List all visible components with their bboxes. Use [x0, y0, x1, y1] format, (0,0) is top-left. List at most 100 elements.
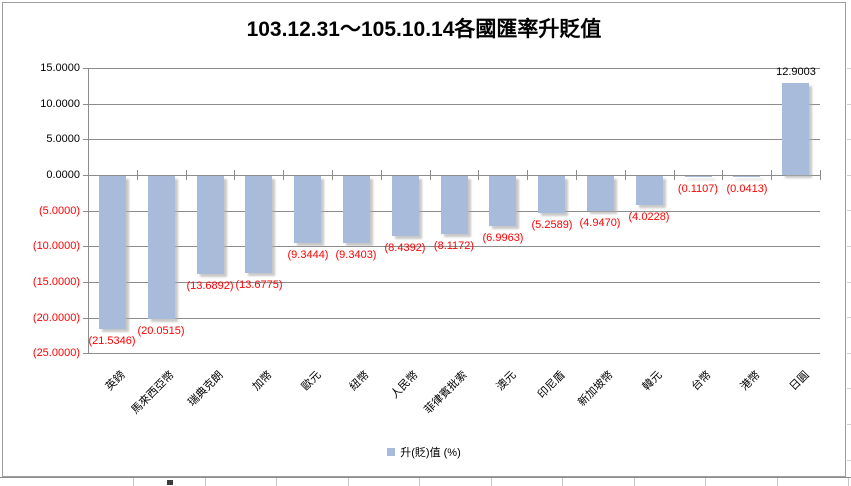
worksheet-row-border: [847, 353, 851, 354]
data-label-港幣: (0.0413): [726, 183, 768, 195]
bar-菲律賓批索[interactable]: [441, 176, 468, 234]
category-axis-tick: [625, 170, 626, 180]
y-axis-tick-label: (20.0000): [32, 312, 80, 324]
y-axis-tick-label: (15.0000): [32, 276, 80, 288]
bar-新加坡幣[interactable]: [587, 176, 614, 211]
value-axis-tick: [83, 353, 88, 354]
category-axis-tick: [430, 170, 431, 180]
x-axis-label-日圓: 日圓: [787, 369, 812, 394]
data-label-台幣: (0.1107): [677, 183, 719, 195]
y-axis-tick-label: 0.0000: [46, 169, 80, 181]
bar-瑞典克朗[interactable]: [197, 176, 224, 274]
category-axis-tick: [332, 170, 333, 180]
category-axis-tick: [137, 170, 138, 180]
x-axis-label-韓元: 韓元: [640, 369, 665, 394]
x-axis-label-英鎊: 英鎊: [103, 369, 129, 394]
value-axis-tick: [83, 246, 88, 247]
worksheet-row-border: [847, 460, 851, 461]
category-axis-tick: [722, 170, 723, 180]
worksheet-row-border: [847, 317, 851, 318]
x-axis-label-瑞典克朗: 瑞典克朗: [186, 369, 226, 409]
gridline: [88, 104, 820, 105]
bar-英鎊[interactable]: [99, 176, 126, 329]
worksheet-row-border: [847, 104, 851, 105]
data-label-人民幣: (8.4392): [384, 242, 426, 254]
worksheet-row-border: [847, 282, 851, 283]
category-axis-tick: [186, 170, 187, 180]
value-axis-tick: [83, 104, 88, 105]
worksheet-row-border: [847, 388, 851, 389]
y-axis-tick-label: 5.0000: [46, 133, 80, 145]
worksheet-column-border: [848, 478, 849, 486]
worksheet-column-border: [562, 478, 563, 486]
category-axis-tick: [234, 170, 235, 180]
worksheet-column-border: [133, 478, 134, 486]
gridline: [88, 139, 820, 140]
worksheet-column-border: [348, 478, 349, 486]
value-axis-tick: [83, 139, 88, 140]
bar-港幣[interactable]: [733, 176, 760, 177]
gridline: [88, 353, 820, 354]
data-label-新加坡幣: (4.9470): [579, 217, 621, 229]
bar-印尼盾[interactable]: [538, 176, 565, 213]
data-label-英鎊: (21.5346): [88, 335, 136, 347]
bar-人民幣[interactable]: [392, 176, 419, 236]
data-label-紐幣: (9.3403): [335, 249, 377, 261]
chart-legend: 升(貶)值 (%): [3, 444, 845, 460]
worksheet-column-border: [205, 478, 206, 486]
data-label-菲律賓批索: (8.1172): [433, 240, 475, 252]
worksheet-row-border: [847, 68, 851, 69]
data-label-加幣: (13.6775): [235, 279, 283, 291]
x-axis-label-台幣: 台幣: [689, 369, 714, 394]
x-axis-label-澳元: 澳元: [494, 369, 519, 394]
data-label-印尼盾: (5.2589): [531, 219, 573, 231]
bar-紐幣[interactable]: [343, 176, 370, 243]
exchange-rate-bar-chart[interactable]: 103.12.31～105.10.14各國匯率升貶值 15.0000 10.000…: [2, 2, 846, 477]
legend-label: 升(貶)值 (%): [400, 447, 461, 459]
x-axis-label-馬來西亞幣: 馬來西亞幣: [129, 369, 177, 417]
category-axis-tick: [771, 170, 772, 180]
worksheet-gridline: [0, 477, 851, 478]
gridline: [88, 318, 820, 319]
worksheet-row-border: [847, 424, 851, 425]
worksheet-row-border: [847, 210, 851, 211]
worksheet-row-border: [847, 175, 851, 176]
value-axis-tick: [83, 318, 88, 319]
value-axis-tick: [83, 211, 88, 212]
bar-韓元[interactable]: [636, 176, 663, 205]
chart-selection-handle[interactable]: [167, 480, 173, 485]
gridline: [88, 282, 820, 283]
value-axis-tick: [83, 68, 88, 69]
category-axis-tick: [527, 170, 528, 180]
bar-加幣[interactable]: [245, 176, 272, 273]
worksheet-column-border: [419, 478, 420, 486]
y-axis-tick-label: (25.0000): [32, 347, 80, 359]
data-label-瑞典克朗: (13.6892): [186, 280, 234, 292]
bar-歐元[interactable]: [294, 176, 321, 243]
gridline: [88, 175, 820, 176]
y-axis-tick-label: (10.0000): [32, 240, 80, 252]
category-axis-tick: [283, 170, 284, 180]
category-axis-tick: [674, 170, 675, 180]
bar-馬來西亞幣[interactable]: [148, 176, 175, 319]
category-axis-tick: [88, 170, 89, 180]
bar-台幣[interactable]: [685, 176, 712, 177]
value-axis-tick: [83, 175, 88, 176]
x-axis-label-印尼盾: 印尼盾: [535, 369, 568, 401]
chart-title: 103.12.31～105.10.14各國匯率升貶值: [246, 18, 602, 41]
bar-澳元[interactable]: [489, 176, 516, 226]
worksheet-row-border: [847, 139, 851, 140]
worksheet-column-border: [705, 478, 706, 486]
category-axis-tick: [478, 170, 479, 180]
category-axis-tick: [381, 170, 382, 180]
y-axis-tick-label: 10.0000: [40, 98, 80, 110]
x-axis-label-歐元: 歐元: [299, 369, 324, 394]
legend-swatch-icon: [387, 448, 396, 456]
x-axis-label-人民幣: 人民幣: [388, 369, 421, 401]
worksheet-column-border: [634, 478, 635, 486]
value-axis: [88, 68, 89, 354]
bar-日圓[interactable]: [782, 83, 809, 175]
y-axis-tick-label: (5.0000): [39, 205, 80, 217]
data-label-日圓: 12.9003: [776, 66, 816, 78]
